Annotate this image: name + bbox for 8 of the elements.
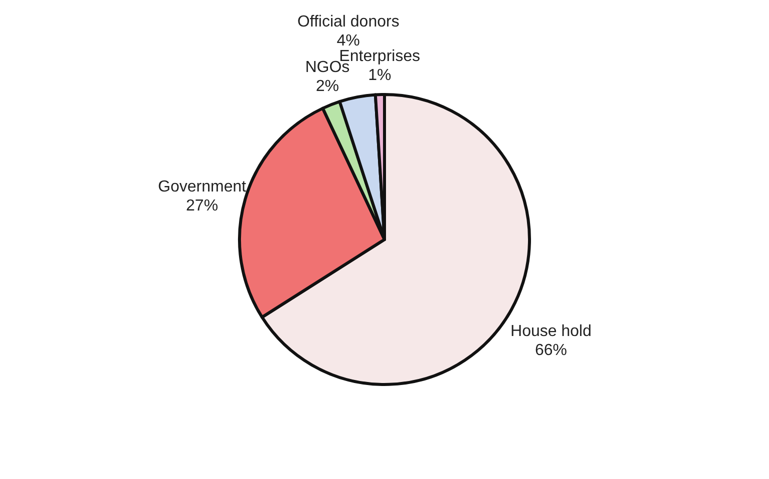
data-label: 4% xyxy=(336,32,360,50)
data-label: 66% xyxy=(534,342,568,360)
data-label: 1% xyxy=(368,67,392,84)
slice-label: Official donors xyxy=(297,13,400,30)
data-label: 27% xyxy=(186,197,218,214)
slice-label: Government xyxy=(158,178,247,196)
data-label: 2% xyxy=(316,78,340,95)
slice-label: House hold xyxy=(510,323,592,340)
